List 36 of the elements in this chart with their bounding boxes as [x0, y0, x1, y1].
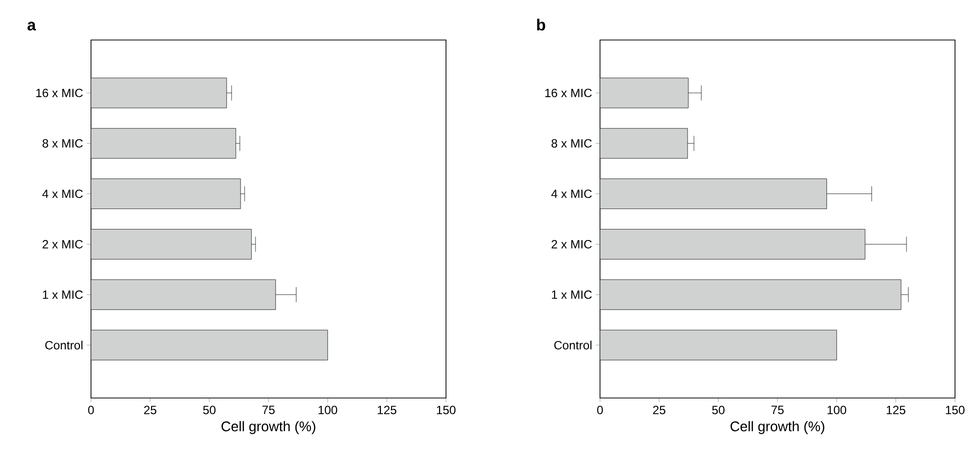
- x-tick-label: 50: [203, 406, 216, 414]
- y-tick-label: Control: [45, 340, 82, 350]
- x-tick-label: 0: [88, 406, 94, 414]
- x-tick-label: 125: [378, 406, 396, 414]
- chart-title: b: [537, 18, 546, 31]
- x-tick-label: 150: [946, 406, 965, 414]
- y-tick-label: 2 x MIC: [552, 240, 592, 248]
- y-tick-label: Control: [554, 340, 592, 350]
- x-tick-label: 100: [828, 406, 846, 414]
- x-tick-label: 75: [771, 406, 784, 414]
- y-tick-label: 2 x MIC: [42, 240, 83, 248]
- y-tick-label: 4 x MIC: [42, 190, 83, 198]
- bar: [91, 78, 227, 108]
- chart-title: a: [28, 22, 36, 31]
- y-tick-label: 4 x MIC: [551, 190, 592, 198]
- x-axis-title: Cell growth (%): [222, 421, 316, 434]
- y-tick-label: 8 x MIC: [552, 139, 592, 148]
- x-tick-label: 25: [144, 406, 156, 414]
- x-tick-label: 25: [653, 406, 666, 414]
- bar: [91, 128, 236, 159]
- y-tick-label: 16 x MIC: [36, 88, 83, 98]
- y-tick-label: 1 x MIC: [552, 290, 592, 299]
- x-tick-label: 150: [436, 406, 456, 414]
- y-tick-label: 16 x MIC: [545, 88, 592, 98]
- x-tick-label: 100: [318, 406, 338, 414]
- x-axis-title: Cell growth (%): [730, 421, 824, 434]
- bar: [91, 279, 276, 310]
- x-tick-label: 125: [886, 406, 906, 414]
- y-tick-label: 8 x MIC: [42, 139, 83, 148]
- bar: [91, 229, 252, 260]
- x-tick-label: 0: [597, 406, 603, 414]
- x-tick-label: 50: [712, 406, 725, 414]
- bar: [91, 330, 328, 360]
- bar: [91, 178, 241, 209]
- x-tick-label: 75: [262, 406, 275, 414]
- y-tick-label: 1 x MIC: [42, 290, 83, 299]
